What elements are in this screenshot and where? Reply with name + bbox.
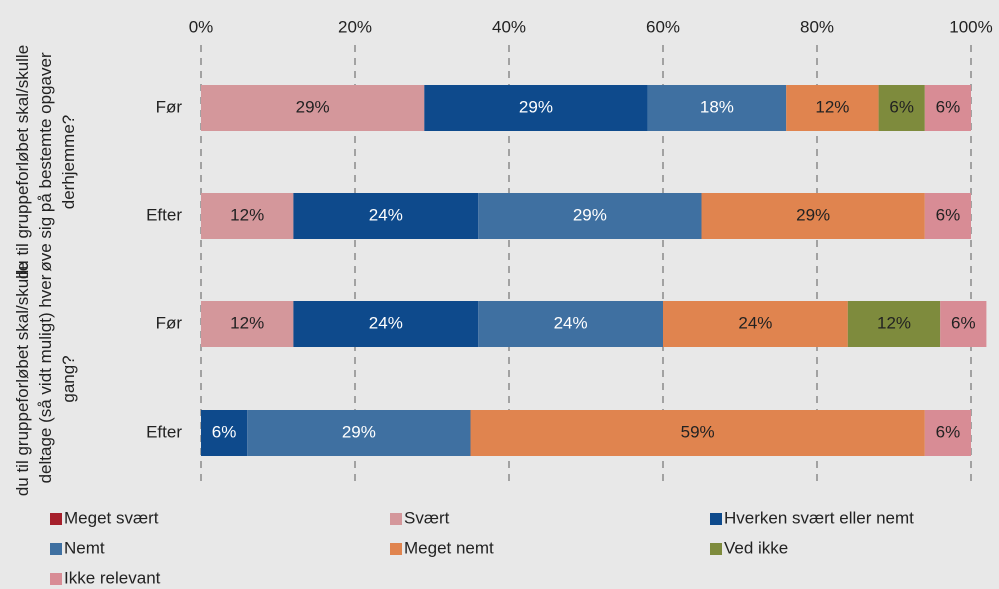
value-label: 6% [936, 97, 961, 116]
y-tick-label: Før [156, 313, 183, 332]
legend-label: Ved ikke [724, 538, 788, 557]
x-tick-label: 40% [492, 17, 526, 36]
bar-segment [293, 193, 479, 239]
legend-swatch [710, 513, 722, 525]
value-label: 24% [554, 313, 588, 332]
x-tick-label: 20% [338, 17, 372, 36]
y-tick-label: Efter [146, 205, 182, 224]
bar-segment [201, 193, 294, 239]
x-tick-label: 100% [949, 17, 992, 36]
legend-label: Nemt [64, 538, 105, 557]
value-label: 29% [519, 97, 553, 116]
bar-segment [940, 301, 987, 347]
value-label: 18% [700, 97, 734, 116]
group-label: du til gruppeforløbet skal/skulle øve si… [13, 44, 78, 280]
bar-segment [478, 301, 663, 347]
bar-segment [478, 193, 702, 239]
x-tick-label: 60% [646, 17, 680, 36]
bar-segment [201, 410, 248, 456]
bar-segment [201, 301, 294, 347]
legend-swatch [50, 513, 62, 525]
legend-swatch [50, 573, 62, 585]
value-label: 6% [889, 97, 914, 116]
x-tick-label: 80% [800, 17, 834, 36]
bar-segment [701, 193, 925, 239]
bar-segment [293, 301, 479, 347]
legend-label: Ikke relevant [64, 568, 161, 587]
value-label: 29% [342, 422, 376, 441]
bar-segment [247, 410, 471, 456]
legend-label: Svært [404, 508, 450, 527]
x-tick-label: 0% [189, 17, 214, 36]
legend-swatch [390, 543, 402, 555]
bar-segment [847, 301, 941, 347]
value-label: 6% [936, 205, 961, 224]
value-label: 12% [877, 313, 911, 332]
bar-segment [470, 410, 925, 456]
value-label: 12% [230, 205, 264, 224]
bar-segment [647, 85, 787, 131]
value-label: 24% [369, 313, 403, 332]
bar-segment [924, 193, 971, 239]
legend-label: Meget nemt [404, 538, 494, 557]
y-tick-label: Før [156, 97, 183, 116]
value-label: 59% [681, 422, 715, 441]
y-tick-label: Efter [146, 422, 182, 441]
legend-swatch [50, 543, 62, 555]
bar-segment [201, 85, 425, 131]
value-label: 29% [573, 205, 607, 224]
legend-label: Meget svært [64, 508, 159, 527]
value-label: 12% [815, 97, 849, 116]
value-label: 6% [951, 313, 976, 332]
value-label: 12% [230, 313, 264, 332]
value-label: 29% [796, 205, 830, 224]
bar-segment [924, 85, 971, 131]
bar-segment [878, 85, 925, 131]
legend-swatch [390, 513, 402, 525]
bar-segment [924, 410, 971, 456]
value-label: 29% [296, 97, 330, 116]
legend-label: Hverken svært eller nemt [724, 508, 914, 527]
bar-segment [663, 301, 848, 347]
value-label: 6% [212, 422, 237, 441]
value-label: 24% [369, 205, 403, 224]
group-label: du til gruppeforløbet skal/skulle deltag… [13, 261, 78, 496]
value-label: 6% [936, 422, 961, 441]
legend-swatch [710, 543, 722, 555]
value-label: 24% [738, 313, 772, 332]
bar-segment [424, 85, 648, 131]
bar-segment [786, 85, 879, 131]
